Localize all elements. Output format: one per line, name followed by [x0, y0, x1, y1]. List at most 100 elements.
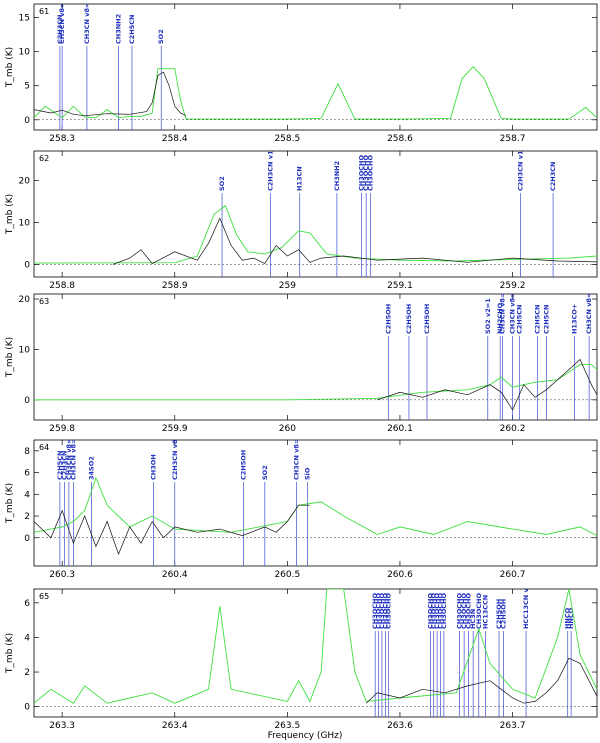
- x-tick-label: 259: [279, 281, 296, 291]
- x-tick-label: 260.6: [387, 570, 413, 580]
- line-label: C2H5CN: [128, 15, 136, 44]
- line-label: CH3NH2: [333, 161, 341, 191]
- line-label: C2H5CN: [542, 305, 550, 334]
- observed-spectrum: [112, 217, 597, 265]
- model-spectrum: [34, 204, 597, 264]
- panel-number: 61: [39, 7, 49, 16]
- line-label: CH3OCHO: [385, 593, 393, 629]
- line-label: C2H3CN v8=1: [171, 429, 179, 480]
- y-tick-label: 6: [24, 599, 30, 609]
- line-label: HNCO: [567, 607, 575, 629]
- y-tick-label: 5: [24, 82, 30, 92]
- y-tick-label: 6: [24, 469, 30, 479]
- x-tick-label: 259.9: [162, 424, 188, 434]
- line-label: SO2: [261, 465, 269, 480]
- x-tick-label: 258.7: [500, 134, 526, 144]
- line-label: CH3CN v8=1: [69, 434, 77, 480]
- y-tick-label: 10: [19, 345, 31, 355]
- line-label: C2H5CN: [533, 305, 541, 334]
- x-tick-label: 258.8: [49, 281, 75, 291]
- line-label: CH3OCHO: [436, 593, 444, 629]
- y-tick-label: 0: [24, 534, 30, 544]
- y-tick-label: 15: [19, 14, 30, 24]
- y-tick-label: 0: [24, 116, 30, 126]
- line-label: C2H5OH: [500, 599, 508, 629]
- line-label: HCC13CN v7=1: [522, 573, 530, 629]
- line-label: CH3OCHO: [433, 593, 441, 629]
- line-label: HC13CCN: [482, 595, 490, 629]
- y-tick-label: 20: [19, 176, 31, 186]
- x-tick-label: 260.1: [387, 424, 413, 434]
- line-label: SiO: [304, 467, 312, 480]
- x-tick-label: 259.8: [49, 424, 75, 434]
- y-tick-label: 10: [19, 218, 31, 228]
- line-label: 34SO2: [87, 456, 95, 480]
- panel-number: 63: [39, 297, 49, 306]
- line-label: CH3OCHO: [440, 593, 448, 629]
- x-tick-label: 260.3: [49, 570, 75, 580]
- line-label: CH3OCHO: [456, 593, 464, 629]
- line-label: CH3OCHO: [358, 155, 366, 191]
- line-label: CH3OCHO: [460, 593, 468, 629]
- model-spectrum: [34, 66, 597, 120]
- model-spectrum: [34, 476, 597, 537]
- model-spectrum: [34, 589, 597, 704]
- line-label: C2H5OH: [239, 450, 247, 480]
- panel-frame: [33, 3, 598, 131]
- line-label: CH3CN v8=1: [83, 0, 91, 44]
- panel-frame: [33, 293, 598, 421]
- line-label: HC3N: [469, 609, 477, 629]
- x-tick-label: 260.5: [274, 570, 300, 580]
- line-label: SO2: [157, 29, 165, 44]
- line-label: CH3CN v8=1: [585, 288, 593, 334]
- line-label: CH3OCHO: [371, 593, 379, 629]
- line-label: CH3CN v8=1: [65, 434, 73, 480]
- y-axis-label: T_mb (K): [5, 47, 15, 88]
- x-tick-label: 263.3: [49, 721, 75, 731]
- observed-spectrum: [377, 358, 597, 411]
- line-label: C2H3CN: [549, 162, 557, 191]
- line-label: CH3OCHO: [362, 155, 370, 191]
- y-tick-label: 2: [24, 668, 30, 678]
- y-axis-label: T_mb (K): [5, 633, 15, 674]
- observed-spectrum: [34, 71, 187, 117]
- line-label: H13CO+: [570, 304, 578, 334]
- panel-63: 259.8 259.9 260 260.1 260.2 0 10 20 63 C2H5OH C2H5…: [19, 288, 598, 434]
- observed-spectrum: [365, 657, 597, 704]
- line-label: CH3OH: [149, 454, 157, 480]
- x-tick-label: 260.2: [500, 424, 526, 434]
- line-label: NH2CHO: [496, 302, 504, 334]
- x-tick-label: 263.5: [274, 721, 300, 731]
- line-label: CH3NH2: [114, 14, 122, 44]
- observed-spectrum: [34, 504, 310, 556]
- y-tick-label: 2: [24, 512, 30, 522]
- line-label: CH3OCHO: [465, 593, 473, 629]
- y-axis-label: T_mb (K): [5, 194, 15, 235]
- line-label: C2H5OH: [423, 304, 431, 334]
- line-label: C2H5OH: [405, 304, 413, 334]
- panel-number: 65: [39, 592, 49, 601]
- x-tick-label: 260.4: [162, 570, 188, 580]
- line-label: C2H5CN: [56, 451, 64, 480]
- x-axis-label: Frequency (GHz): [268, 731, 343, 741]
- line-label: HNCO: [564, 607, 572, 629]
- panel-frame: [33, 588, 598, 718]
- x-tick-label: 260: [279, 424, 296, 434]
- line-label: C2H5CN: [515, 305, 523, 334]
- line-label: C2H3CN: [60, 451, 68, 480]
- line-label: CH3OCHO: [475, 593, 483, 629]
- line-label: CH3CN v8=1: [509, 288, 517, 334]
- line-label: C2H3CN v11=1: [516, 136, 524, 191]
- x-tick-label: 263.6: [387, 721, 413, 731]
- line-label: CH3OCHO: [378, 593, 386, 629]
- y-axis-labels: T_mb (K) T_mb (K) T_mb (K) T_mb (K) T_mb (K): [5, 47, 15, 674]
- line-label: SO2 v2=1: [484, 298, 492, 334]
- line-label: SO2: [218, 176, 226, 191]
- x-tick-label: 260.7: [500, 570, 526, 580]
- panel-frame: [33, 150, 598, 278]
- line-label: C2H5OH: [385, 304, 393, 334]
- y-tick-label: 4: [24, 490, 30, 500]
- y-tick-label: 10: [19, 48, 31, 58]
